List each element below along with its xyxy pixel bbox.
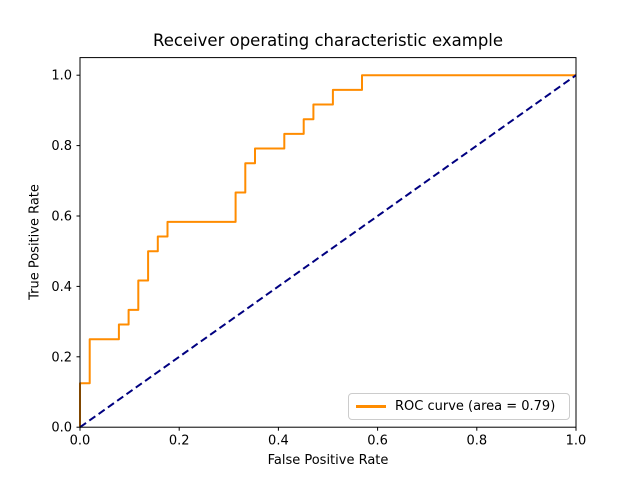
x-axis-label: False Positive Rate — [267, 453, 389, 468]
y-tick-label: 0.6 — [51, 210, 72, 225]
x-tick-label: 0.2 — [169, 434, 190, 449]
axes-border — [79, 57, 577, 428]
y-tick-label: 0.0 — [51, 421, 72, 436]
legend: ROC curve (area = 0.79) — [348, 393, 570, 420]
x-tick-label: 1.0 — [566, 434, 587, 449]
roc-curve-path — [79, 74, 576, 428]
x-tick-label: 0.0 — [70, 434, 91, 449]
chance-diagonal-path — [79, 74, 577, 429]
y-tick-label: 1.0 — [51, 69, 72, 84]
x-tick-label: 0.6 — [367, 434, 388, 449]
x-tick-label: 0.8 — [466, 434, 487, 449]
y-axis-label: True Positive Rate — [27, 184, 43, 300]
y-tick-label: 0.4 — [51, 280, 72, 295]
x-tick-label: 0.4 — [268, 434, 289, 449]
chart-title: Receiver operating characteristic exampl… — [152, 31, 504, 50]
y-tick-label: 0.2 — [51, 350, 72, 365]
roc-curve-legend-swatch — [356, 405, 386, 408]
y-tick-label: 0.8 — [51, 139, 72, 154]
legend-label: ROC curve (area = 0.79) — [395, 399, 556, 414]
